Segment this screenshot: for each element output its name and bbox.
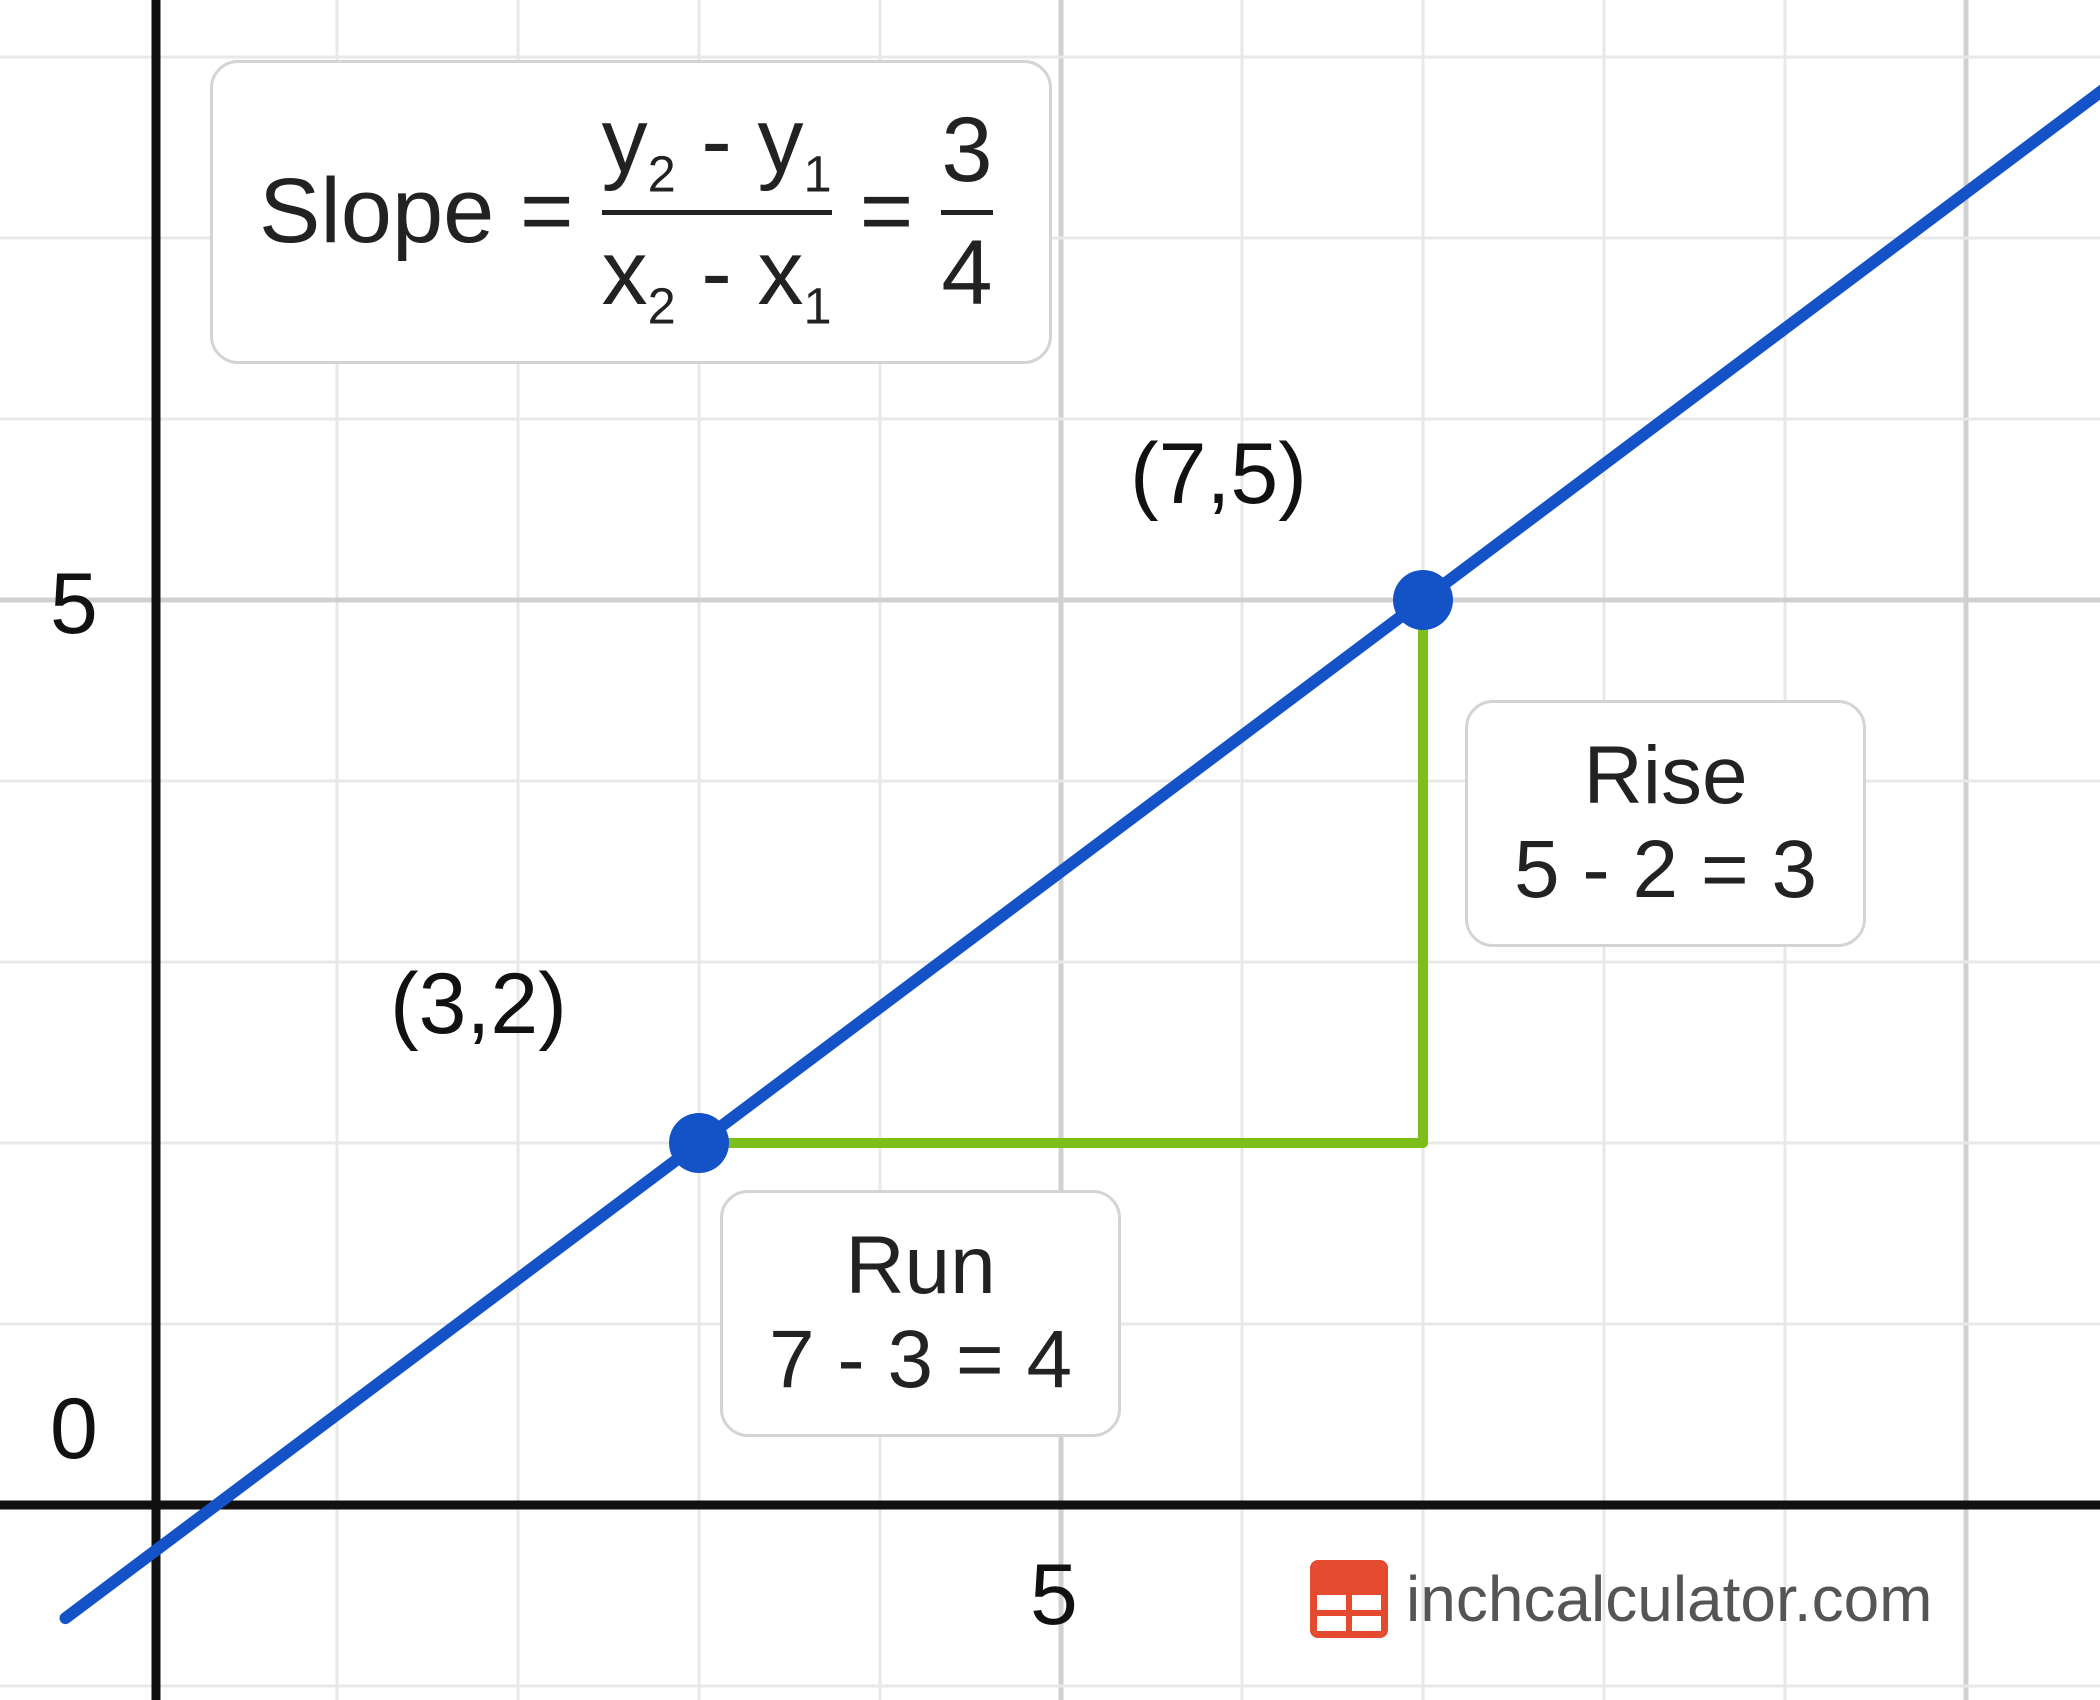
formula-result-den: 4 xyxy=(941,221,992,327)
x-axis-label-5: 5 xyxy=(1030,1546,1078,1645)
slope-formula-box: Slope = y2 - y1 x2 - x1 = 3 4 xyxy=(210,60,1052,364)
formula-lhs: Slope = xyxy=(259,159,574,265)
formula-numerator: y2 - y1 xyxy=(602,89,832,204)
formula-result-fraction: 3 4 xyxy=(941,98,992,327)
formula-result-num: 3 xyxy=(941,98,992,204)
y-axis-label-0: 0 xyxy=(50,1380,98,1479)
run-expr: 7 - 3 = 4 xyxy=(769,1313,1072,1407)
formula-equals: = xyxy=(860,159,914,265)
fraction-bar xyxy=(941,210,992,215)
rise-box: Rise 5 - 2 = 3 xyxy=(1465,700,1866,947)
watermark: inchcalculator.com xyxy=(1310,1560,1932,1638)
formula-symbolic-fraction: y2 - y1 x2 - x1 xyxy=(602,89,832,335)
run-title: Run xyxy=(769,1219,1072,1313)
y-axis-label-5: 5 xyxy=(50,555,98,654)
calculator-icon xyxy=(1310,1560,1388,1638)
fraction-bar xyxy=(602,210,832,215)
point-label-p1: (3,2) xyxy=(390,955,567,1054)
run-box: Run 7 - 3 = 4 xyxy=(720,1190,1121,1437)
rise-title: Rise xyxy=(1514,729,1817,823)
watermark-text: inchcalculator.com xyxy=(1406,1562,1932,1636)
formula-denominator: x2 - x1 xyxy=(602,221,832,336)
point-label-p2: (7,5) xyxy=(1130,425,1307,524)
rise-expr: 5 - 2 = 3 xyxy=(1514,823,1817,917)
